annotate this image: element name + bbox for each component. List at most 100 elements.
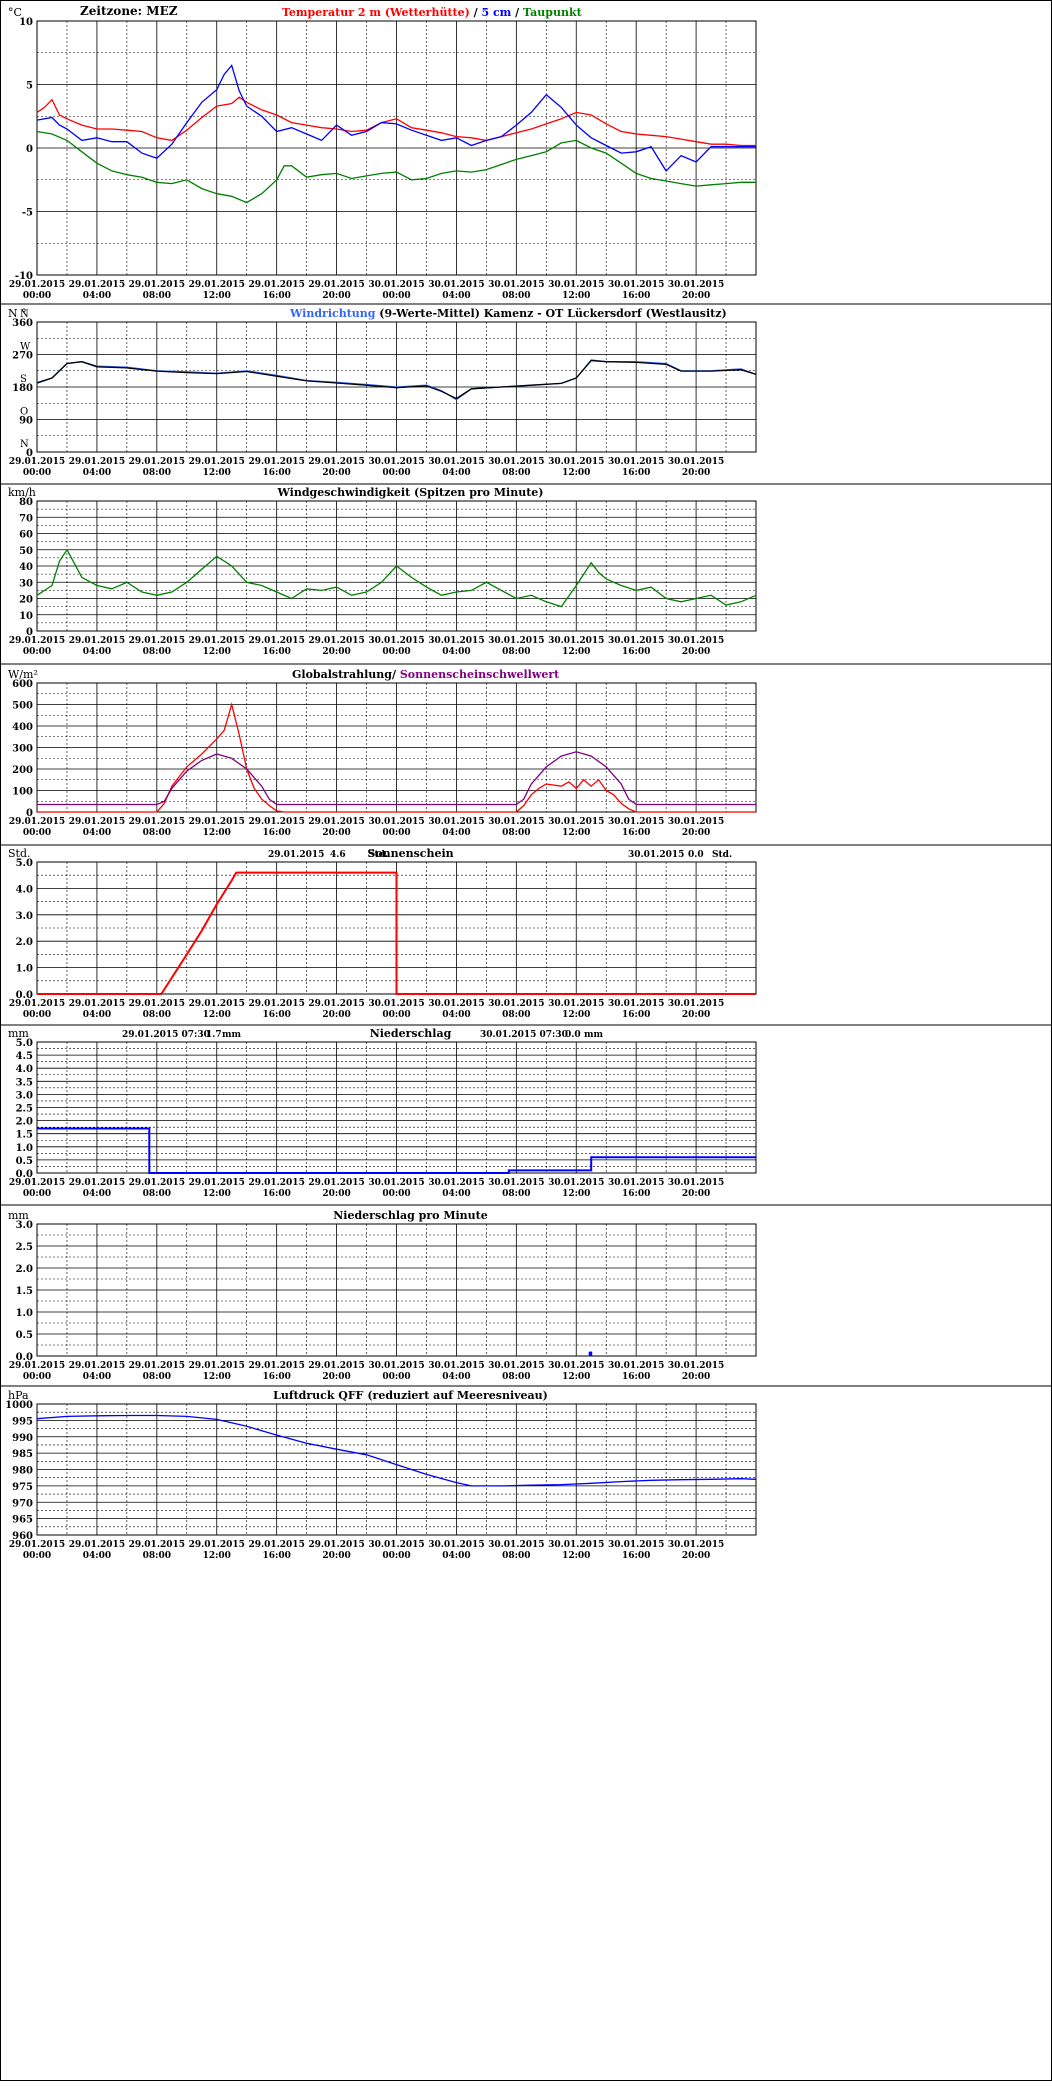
x-tick-time: 00:00	[23, 1372, 51, 1382]
x-tick-date: 29.01.2015	[9, 1540, 65, 1550]
x-tick-date: 30.01.2015	[488, 1361, 544, 1371]
chart-title: Temperatur 2 m (Wetterhütte) / 5 cm / Ta…	[282, 6, 583, 19]
x-tick-time: 00:00	[23, 1189, 51, 1199]
x-tick-date: 29.01.2015	[129, 817, 185, 827]
x-tick-date: 30.01.2015	[608, 999, 664, 1009]
y-tick-label: 2.5	[16, 1104, 33, 1115]
x-tick-time: 16:00	[622, 291, 650, 301]
x-tick-date: 30.01.2015	[368, 280, 424, 290]
chart-title-part: Sonnenscheinschwellwert	[396, 668, 560, 681]
y-tick-label: 5	[26, 81, 33, 92]
x-tick-date: 30.01.2015	[368, 1178, 424, 1188]
y-tick-label: 970	[12, 1498, 33, 1509]
x-tick-time: 04:00	[442, 1189, 470, 1199]
x-tick-time: 16:00	[262, 468, 290, 478]
x-tick-date: 29.01.2015	[189, 999, 245, 1009]
x-tick-time: 12:00	[562, 647, 590, 657]
y-tick-label: -5	[22, 208, 33, 219]
chart-pressure: 100099599098598097597096596029.01.201500…	[5, 1389, 757, 1561]
y-tick-label: 0.0	[16, 990, 33, 1001]
x-tick-time: 08:00	[143, 1189, 171, 1199]
chart-title-part: 5 cm	[482, 6, 512, 19]
x-tick-time: 12:00	[203, 1372, 231, 1382]
y-tick-label: 2.0	[16, 1264, 33, 1275]
x-tick-time: 04:00	[83, 1010, 111, 1020]
x-tick-date: 29.01.2015	[69, 457, 125, 467]
x-tick-time: 00:00	[23, 1010, 51, 1020]
daily-total-value: 1.7	[206, 1030, 222, 1040]
x-tick-time: 20:00	[322, 647, 350, 657]
chart-title-part: /	[470, 6, 482, 19]
x-tick-time: 20:00	[322, 1372, 350, 1382]
x-tick-time: 16:00	[622, 1551, 650, 1561]
x-tick-date: 29.01.2015	[189, 1178, 245, 1188]
y-tick-label: 500	[12, 701, 33, 712]
grid-lines	[36, 321, 757, 453]
x-tick-time: 08:00	[502, 1010, 530, 1020]
x-tick-time: 12:00	[562, 1189, 590, 1199]
x-tick-date: 30.01.2015	[608, 817, 664, 827]
x-tick-time: 04:00	[83, 1372, 111, 1382]
x-tick-time: 08:00	[502, 468, 530, 478]
x-tick-date: 29.01.2015	[9, 999, 65, 1009]
x-tick-date: 30.01.2015	[428, 817, 484, 827]
x-tick-time: 04:00	[83, 647, 111, 657]
x-tick-time: 04:00	[442, 647, 470, 657]
x-tick-date: 30.01.2015	[368, 1361, 424, 1371]
x-tick-date: 29.01.2015	[248, 999, 304, 1009]
x-tick-time: 20:00	[682, 468, 710, 478]
x-tick-time: 12:00	[203, 828, 231, 838]
chart-temperature: 1050-5-1029.01.201500:0029.01.201504:002…	[0, 4, 1052, 305]
x-tick-time: 08:00	[502, 647, 530, 657]
x-tick-time: 00:00	[23, 291, 51, 301]
x-tick-time: 04:00	[442, 1372, 470, 1382]
x-tick-time: 12:00	[203, 1189, 231, 1199]
x-tick-date: 30.01.2015	[668, 280, 724, 290]
x-tick-time: 04:00	[442, 468, 470, 478]
daily-total-date: 30.01.2015	[628, 850, 684, 860]
x-tick-time: 08:00	[143, 828, 171, 838]
x-tick-date: 30.01.2015	[608, 1178, 664, 1188]
series-line-sonnenscheinschwellwert	[37, 751, 756, 806]
x-tick-time: 04:00	[83, 828, 111, 838]
y-tick-label: 2.0	[16, 937, 33, 948]
x-tick-time: 08:00	[143, 1551, 171, 1561]
y-tick-label: 3.0	[16, 1220, 33, 1231]
x-tick-time: 00:00	[23, 828, 51, 838]
series-line-taupunkt	[36, 130, 756, 204]
x-tick-date: 30.01.2015	[608, 1540, 664, 1550]
x-tick-date: 30.01.2015	[488, 280, 544, 290]
x-tick-time: 16:00	[262, 647, 290, 657]
x-tick-time: 16:00	[622, 828, 650, 838]
y-tick-label: 0.5	[16, 1156, 33, 1167]
grid-lines	[36, 1041, 757, 1174]
x-tick-date: 30.01.2015	[368, 457, 424, 467]
chart-wind-direction: 360270180900NWSON29.01.201500:0029.01.20…	[0, 307, 1052, 485]
x-tick-time: 04:00	[83, 468, 111, 478]
x-tick-time: 12:00	[203, 291, 231, 301]
y-tick-label: 80	[19, 497, 33, 508]
y-tick-label: 985	[12, 1449, 33, 1460]
x-tick-time: 20:00	[682, 1010, 710, 1020]
x-tick-date: 30.01.2015	[428, 457, 484, 467]
direction-letter: W	[20, 342, 31, 353]
daily-total-value: 0.0	[688, 850, 704, 860]
daily-total-date: 29.01.2015 07:30	[122, 1030, 210, 1040]
x-tick-date: 29.01.2015	[9, 1361, 65, 1371]
x-tick-date: 29.01.2015	[248, 1540, 304, 1550]
x-tick-time: 08:00	[502, 1551, 530, 1561]
x-tick-time: 20:00	[322, 828, 350, 838]
y-tick-label: 1.0	[16, 1308, 33, 1319]
x-tick-date: 30.01.2015	[668, 817, 724, 827]
x-tick-date: 29.01.2015	[129, 1361, 185, 1371]
x-tick-time: 16:00	[622, 647, 650, 657]
grid-lines	[36, 500, 757, 632]
chart-title: Windgeschwindigkeit (Spitzen pro Minute)	[277, 486, 544, 499]
unit-label: km/h	[8, 486, 36, 499]
chart-wind-speed: 8070605040302010029.01.201500:0029.01.20…	[0, 486, 1052, 665]
y-tick-label: 70	[19, 513, 33, 524]
x-tick-time: 12:00	[203, 647, 231, 657]
x-tick-time: 00:00	[382, 1010, 410, 1020]
x-tick-time: 00:00	[23, 468, 51, 478]
x-tick-time: 00:00	[382, 647, 410, 657]
